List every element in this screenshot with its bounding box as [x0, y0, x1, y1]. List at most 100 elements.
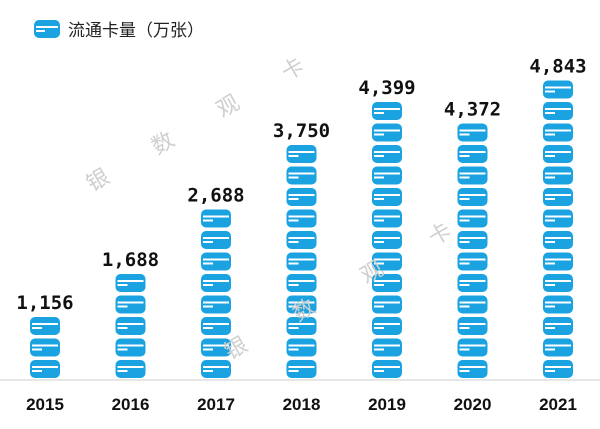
- card-segment: [372, 188, 402, 206]
- card-segment: [457, 188, 488, 206]
- card-segment: [543, 80, 573, 99]
- watermark-char: 数: [148, 128, 180, 161]
- card-segment: [115, 338, 146, 357]
- bars: [30, 80, 573, 378]
- card-segment: [457, 295, 488, 314]
- card-segment: [457, 166, 488, 185]
- legend: 流通卡量（万张）: [34, 20, 204, 41]
- card-segment: [286, 188, 317, 206]
- card-segment: [286, 145, 317, 163]
- card-segment: [543, 317, 573, 335]
- value-label: 4,843: [529, 56, 586, 78]
- bar: [457, 123, 488, 378]
- card-segment: [201, 360, 231, 378]
- card-segment: [115, 274, 146, 292]
- card-segment: [201, 295, 231, 314]
- card-segment: [457, 274, 488, 292]
- x-tick-label: 2020: [454, 395, 492, 414]
- value-labels: 1,156 1,688 2,688 3,750 4,399 4,372 4,843: [16, 56, 586, 315]
- x-tick-label: 2019: [368, 395, 406, 414]
- card-segment: [115, 317, 146, 335]
- bar: [286, 145, 317, 378]
- watermark-char: 银: [83, 165, 115, 198]
- card-segment: [286, 231, 317, 249]
- card-segment: [115, 295, 146, 314]
- card-segment: [543, 102, 573, 120]
- card-segment: [457, 123, 488, 142]
- card-segment: [286, 252, 317, 271]
- x-tick-label: 2017: [197, 395, 235, 414]
- card-segment: [457, 338, 488, 357]
- card-segment: [115, 360, 146, 378]
- card-segment: [201, 209, 231, 228]
- card-segment: [372, 295, 402, 314]
- value-label: 4,372: [444, 99, 501, 121]
- card-segment: [543, 360, 573, 378]
- card-segment: [457, 145, 488, 163]
- value-label: 2,688: [187, 185, 244, 207]
- card-segment: [372, 209, 402, 228]
- card-segment: [543, 274, 573, 292]
- card-segment: [286, 317, 317, 335]
- value-label: 1,156: [16, 292, 73, 314]
- card-segment: [372, 166, 402, 185]
- card-segment: [543, 188, 573, 206]
- card-segment: [372, 360, 402, 378]
- bar: [30, 317, 60, 378]
- bar: [201, 209, 231, 378]
- card-segment: [543, 252, 573, 271]
- watermark-char: 观: [213, 91, 245, 124]
- card-segment: [372, 274, 402, 292]
- card-segment: [543, 166, 573, 185]
- card-segment: [30, 338, 60, 357]
- card-segment: [543, 231, 573, 249]
- card-segment: [543, 145, 573, 163]
- value-label: 4,399: [358, 77, 415, 99]
- card-segment: [201, 231, 231, 249]
- card-segment: [286, 274, 317, 292]
- card-segment: [457, 317, 488, 335]
- card-segment: [372, 123, 402, 142]
- card-segment: [30, 360, 60, 378]
- card-segment: [201, 252, 231, 271]
- x-tick-label: 2016: [112, 395, 150, 414]
- value-label: 3,750: [273, 120, 330, 142]
- legend-label: 流通卡量（万张）: [68, 21, 204, 41]
- card-segment: [286, 338, 317, 357]
- card-segment: [372, 231, 402, 249]
- card-segment: [457, 231, 488, 249]
- card-segment: [543, 123, 573, 142]
- card-segment: [286, 166, 317, 185]
- card-segment: [286, 360, 317, 378]
- card-segment: [372, 338, 402, 357]
- x-tick-label: 2015: [26, 395, 64, 414]
- card-segment: [372, 145, 402, 163]
- card-icon: [34, 20, 60, 38]
- card-segment: [201, 317, 231, 335]
- card-segment: [286, 209, 317, 228]
- card-segment: [543, 295, 573, 314]
- watermark-char: 卡: [425, 219, 457, 252]
- card-segment: [201, 274, 231, 292]
- x-axis-ticks: 2015 2016 2017 2018 2019 2020 2021: [26, 395, 577, 414]
- bar: [372, 102, 402, 378]
- card-segment: [372, 102, 402, 120]
- bar: [543, 80, 573, 378]
- watermark-char: 卡: [278, 54, 310, 87]
- bar: [115, 274, 146, 378]
- x-tick-label: 2018: [283, 395, 321, 414]
- card-segment: [372, 317, 402, 335]
- card-segment: [30, 317, 60, 335]
- x-tick-label: 2021: [539, 395, 577, 414]
- card-segment: [372, 252, 402, 271]
- card-segment: [457, 252, 488, 271]
- card-segment: [543, 209, 573, 228]
- card-segment: [201, 338, 231, 357]
- card-segment: [457, 360, 488, 378]
- watermark-lower: 银 数 观 卡: [221, 219, 457, 366]
- value-label: 1,688: [102, 249, 159, 271]
- card-segment: [457, 209, 488, 228]
- card-segment: [286, 295, 317, 314]
- card-segment: [543, 338, 573, 357]
